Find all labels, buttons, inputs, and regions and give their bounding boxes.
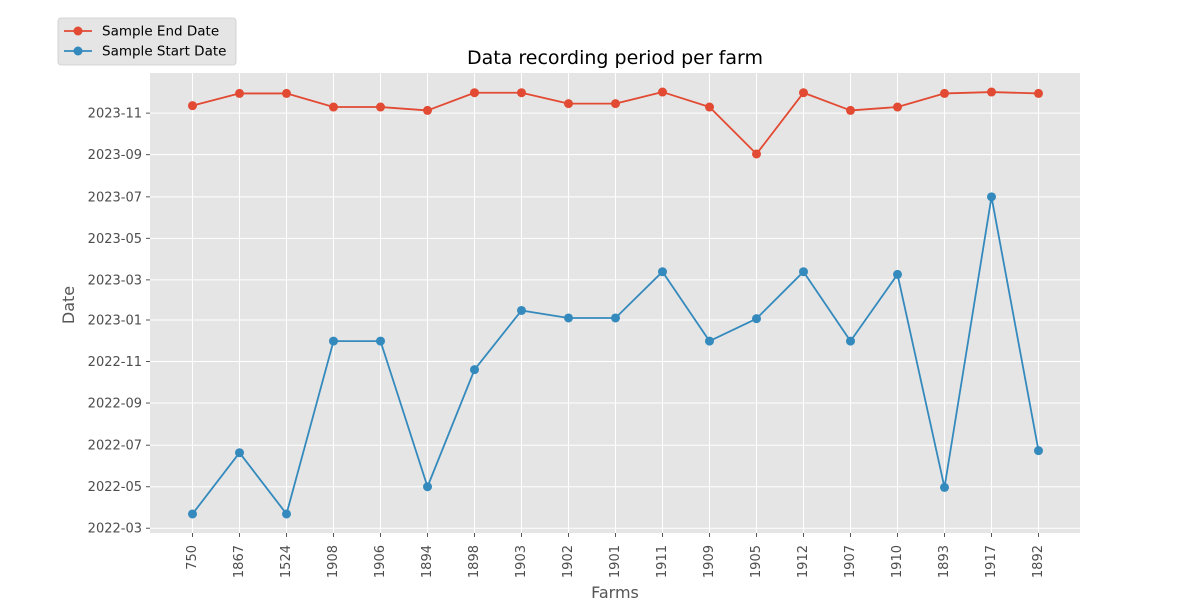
x-tick-label: 1893 [937,545,952,578]
data-point [846,105,855,115]
y-axis-title: Date [59,286,78,324]
data-point [235,88,244,98]
data-point [282,509,291,519]
data-point [188,509,197,519]
x-axis-title: Farms [591,583,639,600]
data-point [987,192,996,202]
legend-label-end: Sample End Date [102,24,219,40]
x-tick-label: 1911 [655,545,670,578]
data-point [705,336,714,346]
x-tick-label: 1903 [514,545,529,578]
data-point [846,336,855,346]
data-point [517,305,526,315]
x-tick-label: 1910 [890,545,905,578]
data-point [752,149,761,159]
series-group [188,87,1043,519]
data-point [658,87,667,97]
data-point [1034,446,1043,456]
data-point [705,102,714,112]
data-point [470,88,479,98]
data-point [423,482,432,492]
data-point [564,99,573,109]
x-tick-label: 1912 [796,545,811,578]
data-point [282,88,291,98]
data-point [940,88,949,98]
y-tick-label: 2023-05 [88,232,142,247]
x-tick-label: 1892 [1031,545,1046,578]
y-tick-label: 2022-05 [88,480,142,495]
data-point [940,482,949,492]
y-tick-label: 2023-07 [88,190,142,205]
x-tick-label: 1906 [373,545,388,578]
data-point [752,314,761,324]
gridlines [150,73,1080,533]
x-tick-label: 1902 [561,545,576,578]
x-tick-label: 1908 [326,545,341,578]
x-tick-label: 1901 [608,545,623,578]
x-tick-label: 1524 [279,545,294,578]
y-tick-label: 2023-11 [88,107,142,122]
x-tick-label: 750 [185,545,200,570]
y-tick-labels: 2022-03 2022-05 2022-07 2022-09 2022-11 2023-… [88,107,150,537]
x-tick-label: 1894 [420,545,435,578]
y-tick-label: 2022-03 [88,522,142,537]
legend-marker-start [73,46,83,56]
data-point [517,88,526,98]
y-tick-label: 2023-03 [88,273,142,288]
legend-item-end: Sample End Date [64,24,219,40]
x-tick-label: 1898 [467,545,482,578]
data-point [893,269,902,279]
legend: Sample End Date Sample Start Date [57,17,237,66]
legend-label-start: Sample Start Date [102,44,226,60]
x-tick-label: 1905 [749,545,764,578]
data-point [987,87,996,97]
x-tick-label: 1907 [843,545,858,578]
data-point [799,88,808,98]
data-point [470,365,479,375]
chart-title: Data recording period per farm [467,47,763,69]
data-point [329,102,338,112]
y-tick-label: 2022-07 [88,439,142,454]
legend-frame [57,17,237,66]
y-tick-label: 2023-09 [88,148,142,163]
x-tick-label: 1867 [232,545,247,578]
legend-marker-end [73,26,83,36]
data-point [799,267,808,277]
y-tick-label: 2022-09 [88,397,142,412]
data-point [658,267,667,277]
y-tick-label: 2023-01 [88,314,142,329]
data-point [376,102,385,112]
legend-item-start: Sample Start Date [64,44,226,60]
data-point [329,336,338,346]
data-point [235,448,244,458]
data-point [611,99,620,109]
data-point [376,336,385,346]
y-tick-label: 2022-11 [88,355,142,370]
x-tick-labels: 750 1867 1524 1908 1906 1894 1898 1903 1902 1901 1… [185,533,1046,578]
x-tick-label: 1917 [984,545,999,578]
x-tick-label: 1909 [702,545,717,578]
data-point [564,313,573,323]
data-point [1034,88,1043,98]
data-point [893,102,902,112]
data-point [423,105,432,115]
data-point [611,313,620,323]
data-point [188,101,197,111]
